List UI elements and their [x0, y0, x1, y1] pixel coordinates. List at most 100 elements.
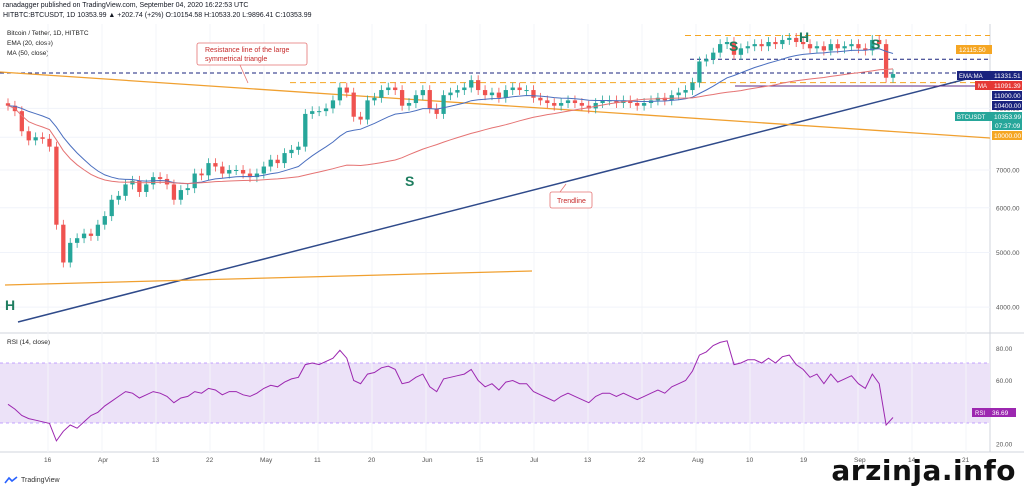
price-tag-12115: 12115.50: [956, 45, 992, 54]
svg-text:11091.39: 11091.39: [994, 83, 1021, 90]
resistance-annotation: Resistance line of the large symmetrical…: [196, 42, 308, 84]
candle: [109, 199, 114, 217]
tradingview-logo[interactable]: TradingView: [4, 476, 60, 484]
rsi-band: [0, 363, 990, 423]
candle: [206, 163, 211, 176]
candle: [434, 108, 439, 114]
candle: [489, 92, 495, 96]
candle: [628, 100, 633, 104]
candle: [275, 159, 280, 164]
time-tick-label: 13: [584, 457, 592, 464]
time-tick-label: 20: [368, 457, 376, 464]
candle: [662, 97, 667, 101]
candle: [558, 103, 564, 106]
head-marker-right: H: [799, 29, 809, 45]
candle: [676, 92, 681, 96]
candle: [752, 44, 757, 47]
triangle-resistance-line: [0, 71, 991, 139]
ema-legend: EMA (20, close): [7, 40, 53, 47]
candle: [220, 166, 225, 174]
candle: [351, 92, 356, 117]
candle: [524, 90, 529, 92]
shoulder-marker-right-2: S: [871, 36, 880, 52]
candle: [510, 87, 515, 91]
time-tick-label: Sep: [854, 457, 866, 464]
candle: [372, 97, 377, 101]
candle: [240, 170, 246, 174]
price-tag-11000: 11000.00: [992, 91, 1022, 100]
candle: [81, 233, 87, 239]
time-tick-label: Jun: [422, 457, 433, 464]
ascending-trendline: [17, 72, 991, 323]
candle: [164, 178, 170, 185]
candle: [227, 170, 232, 174]
candle: [794, 37, 799, 43]
price-tag-btcusdt: BTCUSDT 10353.99 07:37:09: [955, 112, 1022, 130]
candle: [448, 92, 453, 96]
candle: [586, 105, 591, 109]
candle: [420, 90, 425, 96]
price-tag-10400: 10400.00: [992, 101, 1022, 110]
ma-legend: MA (50, close): [7, 50, 49, 57]
candle: [116, 195, 121, 200]
candle: [192, 173, 197, 189]
candle: [386, 87, 391, 91]
candle: [26, 131, 31, 141]
candle: [842, 46, 847, 49]
candle: [5, 103, 11, 106]
candle: [856, 44, 861, 49]
candle: [787, 37, 792, 40]
time-tick-label: 16: [44, 457, 52, 464]
candle: [261, 166, 266, 174]
svg-text:MA: MA: [978, 84, 987, 90]
candle: [828, 44, 833, 51]
candle: [303, 113, 308, 147]
candle: [185, 188, 190, 191]
candle: [61, 224, 66, 263]
candle: [496, 92, 502, 98]
candle: [157, 177, 163, 179]
time-tick-label: 10: [746, 457, 754, 464]
candle: [399, 90, 405, 106]
time-tick-label: 22: [638, 457, 646, 464]
candle: [517, 87, 522, 91]
trendline-annotation: Trendline: [549, 183, 593, 209]
candle: [545, 100, 550, 104]
svg-text:BTCUSDT: BTCUSDT: [957, 115, 986, 121]
candle: [711, 52, 716, 60]
time-tick-label: 22: [206, 457, 214, 464]
candle: [47, 138, 52, 147]
candle: [144, 184, 149, 192]
rsi-line: [7, 340, 894, 442]
resistance-label-1: Resistance line of the large: [205, 47, 290, 54]
candle: [199, 173, 204, 176]
svg-text:EMA:MA: EMA:MA: [959, 74, 983, 80]
candle: [137, 180, 142, 192]
candle: [814, 46, 820, 49]
price-tag-10000: 10000.00: [992, 131, 1022, 140]
candle: [690, 82, 695, 91]
candle: [289, 149, 294, 154]
candle: [883, 44, 889, 78]
candle: [476, 80, 481, 91]
candle: [766, 42, 771, 47]
candle: [821, 46, 827, 51]
candle: [759, 44, 764, 47]
candle: [683, 90, 688, 93]
svg-text:36.69: 36.69: [992, 410, 1009, 417]
candle: [54, 146, 59, 225]
candle: [863, 48, 868, 51]
candle: [19, 111, 24, 132]
candle: [254, 173, 260, 178]
price-tick-label: 5000.00: [996, 250, 1020, 257]
candle: [552, 103, 557, 106]
price-tick-label: 6000.00: [996, 205, 1020, 212]
candle: [807, 44, 813, 49]
trendline-label: Trendline: [557, 198, 586, 205]
candle: [330, 100, 336, 109]
candle: [171, 184, 177, 200]
time-tick-label: 13: [152, 457, 160, 464]
ema-line: [7, 48, 894, 185]
candle: [835, 44, 840, 49]
